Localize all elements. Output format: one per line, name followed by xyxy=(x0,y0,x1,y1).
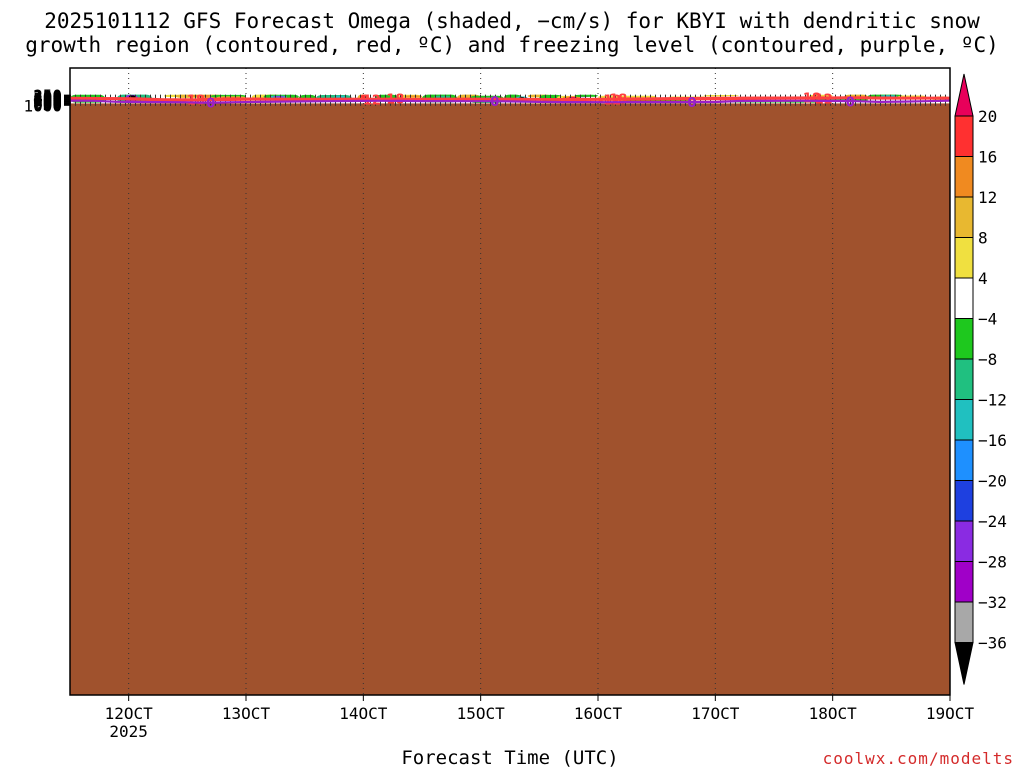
contour-label-3-3: 0 xyxy=(846,95,855,110)
colorbar-label-13: −36 xyxy=(978,634,1007,653)
omega-region-13 xyxy=(272,96,285,98)
chart-title-line2: growth region (contoured, red, ºC) and f… xyxy=(25,33,999,57)
x-tick-label-14OCT: 14OCT xyxy=(339,704,388,723)
y-tick-label-250: 250 xyxy=(33,86,62,105)
colorbar-label-4: 4 xyxy=(978,269,988,288)
colorbar-label-10: −24 xyxy=(978,512,1007,531)
y-tick-label-1000: 1000 xyxy=(23,96,62,115)
x-tick-label-16OCT: 16OCT xyxy=(574,704,623,723)
colorbar-swatch-6 xyxy=(954,318,974,360)
x-tick-label-13OCT: 13OCT xyxy=(222,704,271,723)
omega-region-21 xyxy=(404,95,422,97)
contour-line-2 xyxy=(199,96,833,101)
y-tick-label-800: 800 xyxy=(33,94,62,113)
colorbar-swatch-11 xyxy=(954,520,974,562)
y-tick-label-600: 600 xyxy=(33,91,62,110)
y-tick-label-700: 700 xyxy=(33,92,62,111)
plot-area: -18 -12 -12 -12-18 -18 -180 0 0 0 xyxy=(69,67,951,696)
y-tick-label-300: 300 xyxy=(33,87,62,106)
contour-label-3-1: 0 xyxy=(490,95,499,110)
colorbar-label-7: −12 xyxy=(978,391,1007,410)
colorbar: 20 16 12 8 4 −4 −8 −12 −16 −20 −24 −28 −32 −36 xyxy=(954,73,1007,685)
colorbar-swatch-8 xyxy=(954,399,974,441)
source-credit: coolwx.com/modelts xyxy=(823,749,1014,768)
colorbar-label-12: −32 xyxy=(978,593,1007,612)
colorbar-swatch-3 xyxy=(954,196,974,238)
contour-label-3-0: 0 xyxy=(206,97,215,112)
colorbar-top-arrow xyxy=(954,73,974,117)
colorbar-swatch-12 xyxy=(954,561,974,603)
x-tick-label-17OCT: 17OCT xyxy=(691,704,740,723)
y-tick-label-450: 450 xyxy=(33,89,62,108)
omega-region-42 xyxy=(703,94,739,97)
colorbar-swatch-9 xyxy=(954,439,974,481)
colorbar-label-11: −28 xyxy=(978,553,1007,572)
colorbar-label-8: −16 xyxy=(978,431,1007,450)
y-tick-label-650: 650 xyxy=(33,92,62,111)
colorbar-label-0: 20 xyxy=(978,107,997,126)
y-tick-label-400: 400 xyxy=(33,88,62,107)
y-tick-label-500: 500 xyxy=(33,90,62,109)
y-tick-label-350: 350 xyxy=(33,87,62,106)
colorbar-swatch-10 xyxy=(954,480,974,522)
colorbar-label-2: 12 xyxy=(978,188,997,207)
contour-line-3 xyxy=(69,99,951,104)
y-tick-label-950: 950 xyxy=(33,96,62,115)
x-tick-sublabel-year: 2025 xyxy=(109,722,148,741)
y-tick-label-550: 550 xyxy=(33,90,62,109)
colorbar-label-6: −8 xyxy=(978,350,997,369)
x-axis-label: Forecast Time (UTC) xyxy=(401,747,618,768)
contour-label-3-2: 0 xyxy=(687,96,696,111)
y-axis-ticks: 2503003504004505005506006507007508008509… xyxy=(23,86,70,115)
colorbar-swatch-13 xyxy=(954,601,974,643)
colorbar-bottom-arrow xyxy=(954,642,974,685)
plot-frame xyxy=(69,67,951,696)
y-tick-label-900: 900 xyxy=(33,95,62,114)
contour-lines: -18 -12 -12 -12-18 -18 -180 0 0 0 xyxy=(69,92,951,112)
colorbar-swatch-1 xyxy=(954,115,974,157)
omega-region-23 xyxy=(433,95,452,98)
colorbar-label-3: 8 xyxy=(978,229,988,248)
colorbar-swatch-4 xyxy=(954,237,974,279)
omega-region-6 xyxy=(187,94,211,97)
x-tick-label-15OCT: 15OCT xyxy=(457,704,506,723)
contour-label-2-2: -18 xyxy=(797,92,821,107)
colorbar-swatch-7 xyxy=(954,358,974,400)
omega-region-16 xyxy=(334,95,346,98)
colorbar-swatch-5 xyxy=(954,277,974,319)
contour-label-2-1: -18 xyxy=(604,93,628,108)
omega-region-37 xyxy=(574,94,598,97)
colorbar-swatch-2 xyxy=(954,156,974,198)
x-tick-label-18OCT: 18OCT xyxy=(809,704,858,723)
colorbar-label-5: −4 xyxy=(978,310,997,329)
y-tick-label-750: 750 xyxy=(33,93,62,112)
ground-terrain xyxy=(70,103,950,695)
y-tick-label-850: 850 xyxy=(33,94,62,113)
chart-title-line1: 2025101112 GFS Forecast Omega (shaded, −… xyxy=(44,9,980,33)
colorbar-label-9: −20 xyxy=(978,472,1007,491)
colorbar-label-1: 16 xyxy=(978,148,997,167)
x-tick-label-12OCT: 12OCT xyxy=(105,704,154,723)
x-tick-label-19OCT: 19OCT xyxy=(926,704,975,723)
